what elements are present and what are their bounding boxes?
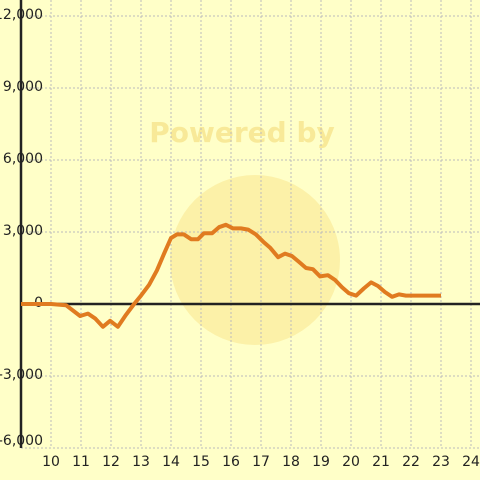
x-tick-label: 12 xyxy=(102,454,120,470)
x-tick-label: 16 xyxy=(222,454,240,470)
x-tick-label: 20 xyxy=(342,454,360,470)
x-tick-label: 23 xyxy=(432,454,450,470)
y-tick-label: 6,000 xyxy=(3,151,43,167)
x-tick-label: 14 xyxy=(162,454,180,470)
x-tick-label: 11 xyxy=(72,454,90,470)
watermark: Powered by xyxy=(149,116,335,149)
x-tick-label: 13 xyxy=(132,454,150,470)
x-tick-label: 21 xyxy=(372,454,390,470)
x-tick-label: 22 xyxy=(402,454,420,470)
x-tick-label: 15 xyxy=(192,454,210,470)
y-tick-label: 3,000 xyxy=(3,223,43,239)
x-tick-label: 10 xyxy=(42,454,60,470)
x-tick-label: 17 xyxy=(252,454,270,470)
x-tick-label: 19 xyxy=(312,454,330,470)
y-tick-label: 9,000 xyxy=(3,79,43,95)
x-tick-label: 24 xyxy=(462,454,480,470)
x-tick-label: 18 xyxy=(282,454,300,470)
watermark-logo xyxy=(170,175,340,345)
line xyxy=(21,222,441,329)
